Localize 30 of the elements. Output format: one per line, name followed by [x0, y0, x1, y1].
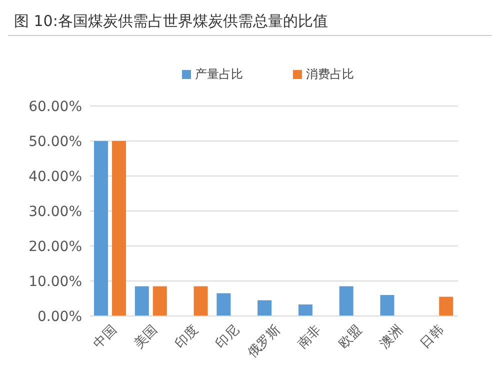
bar	[258, 300, 272, 316]
y-tick-label: 60.00%	[28, 98, 82, 115]
x-tick-label: 日韩	[418, 322, 447, 352]
legend-label: 消费占比	[306, 67, 354, 81]
bar	[216, 293, 231, 316]
bar	[380, 295, 394, 316]
x-tick-label: 澳洲	[377, 322, 406, 352]
bar	[134, 286, 149, 316]
bar	[94, 141, 108, 316]
bar	[194, 286, 208, 316]
bar	[339, 286, 354, 316]
x-tick-label: 中国	[90, 322, 120, 352]
x-tick-label: 印尼	[213, 322, 242, 352]
bar	[298, 304, 312, 316]
x-tick-label: 印度	[172, 322, 202, 352]
chart-title: 图 10:各国煤炭供需占世界煤炭供需总量的比值	[8, 8, 492, 36]
legend-label: 产量占比	[195, 67, 243, 81]
bar	[152, 286, 167, 316]
bar	[112, 141, 126, 316]
x-tick-label: 俄罗斯	[245, 322, 284, 361]
y-tick-label: 40.00%	[28, 168, 82, 185]
y-tick-label: 30.00%	[28, 204, 82, 220]
y-tick-label: 10.00%	[28, 274, 82, 290]
y-tick-label: 0.00%	[38, 308, 82, 325]
x-tick-label: 美国	[130, 322, 161, 352]
y-tick-label: 20.00%	[28, 238, 82, 255]
bar	[439, 296, 454, 316]
x-tick-label: 南非	[295, 322, 324, 352]
y-tick-label: 50.00%	[28, 134, 82, 150]
x-tick-label: 欧盟	[336, 322, 366, 352]
